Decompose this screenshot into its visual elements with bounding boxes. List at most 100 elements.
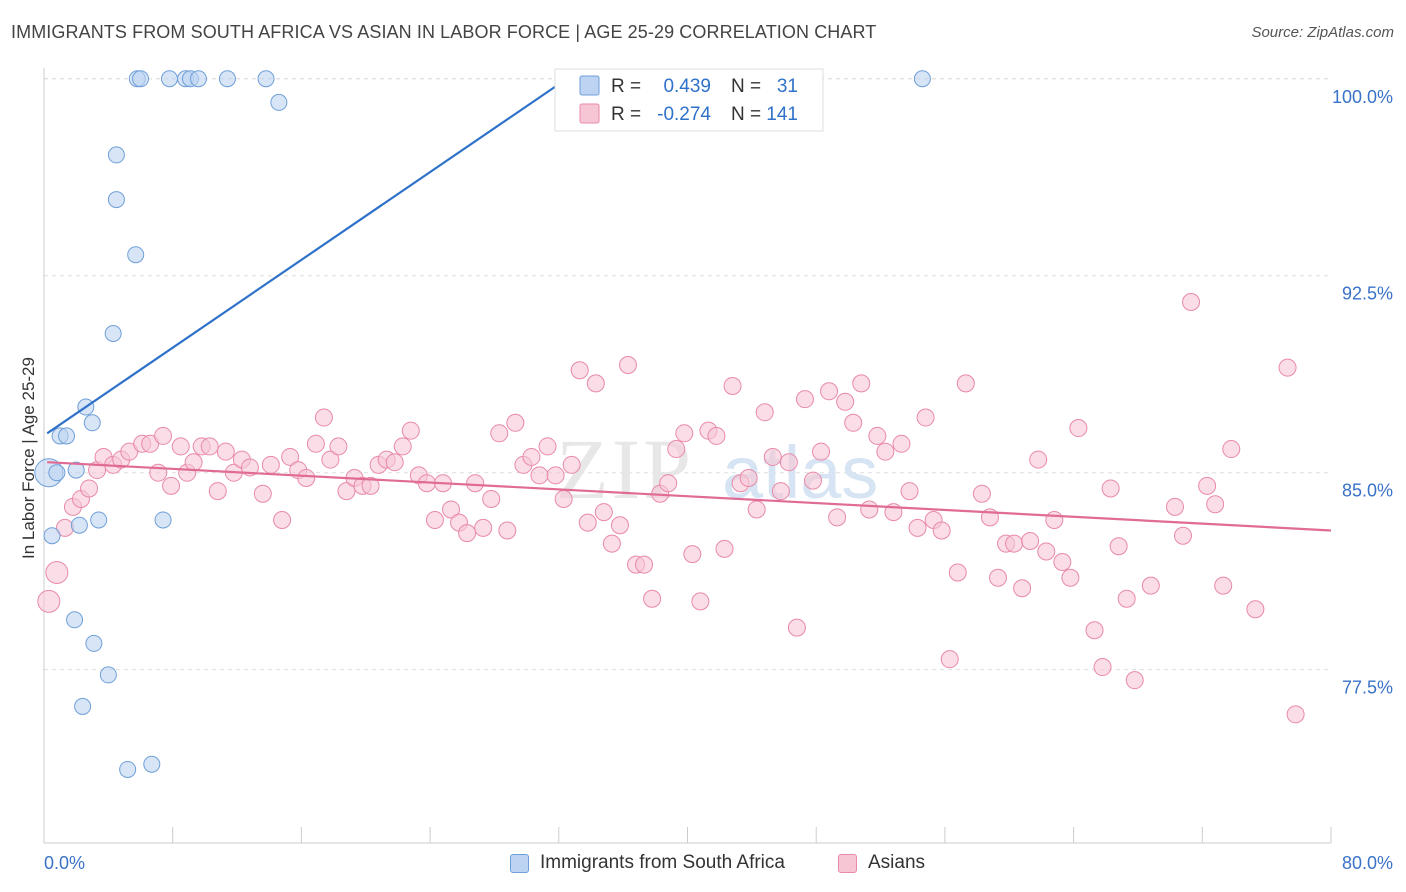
asians-point	[184, 453, 203, 472]
trend-lines	[46, 77, 1332, 532]
asians-point	[1029, 450, 1048, 469]
asians-point	[1286, 705, 1305, 724]
asians-point	[570, 361, 589, 380]
asians-point	[562, 455, 581, 474]
south-africa-point	[189, 70, 207, 88]
asians-point	[314, 408, 333, 427]
asians-point	[635, 555, 654, 574]
asians-point	[281, 447, 300, 466]
asians-point	[707, 426, 726, 445]
south-africa-point	[99, 666, 117, 684]
south-africa-point	[143, 755, 161, 773]
asians-point	[216, 442, 235, 461]
asians-point	[1093, 658, 1112, 677]
legend-label-south-africa: Immigrants from South Africa	[540, 852, 785, 873]
asians-point	[401, 421, 420, 440]
south-africa-point	[218, 70, 236, 88]
asians-point	[337, 482, 356, 501]
asians-point	[200, 437, 219, 456]
asians-point	[747, 500, 766, 519]
source-label: Source: ZipAtlas.com	[1251, 24, 1394, 41]
asians-point	[37, 589, 61, 613]
asians-point	[659, 474, 678, 493]
asians-point	[253, 484, 272, 503]
south-africa-point	[154, 511, 172, 529]
asians-point	[385, 453, 404, 472]
asians-point	[683, 545, 702, 564]
legend-item-asians[interactable]: Asians	[838, 852, 925, 874]
asians-point	[892, 434, 911, 453]
asians-point	[1109, 537, 1128, 556]
asians-point	[900, 482, 919, 501]
asians-point	[530, 466, 549, 485]
asians-point	[141, 434, 160, 453]
south-africa-point	[132, 70, 150, 88]
asians-point	[1125, 671, 1144, 690]
south-africa-point	[83, 414, 101, 432]
asians-point	[538, 437, 557, 456]
asians-point	[779, 453, 798, 472]
asians-point	[691, 592, 710, 611]
asians-point	[868, 426, 887, 445]
legend-r-label-1: R =	[611, 76, 646, 97]
south-africa-point	[58, 427, 76, 445]
asians-point	[586, 374, 605, 393]
asians-point	[763, 447, 782, 466]
asians-point	[1222, 440, 1241, 459]
asians-point	[1005, 534, 1024, 553]
asians-point	[594, 503, 613, 522]
south-africa-points	[34, 70, 931, 778]
asians-point	[578, 513, 597, 532]
asians-point	[546, 466, 565, 485]
asians-point	[120, 442, 139, 461]
asians-point	[1013, 579, 1032, 598]
legend-swatch-pink	[579, 103, 600, 124]
asians-point	[610, 516, 629, 535]
asians-point	[162, 476, 181, 495]
asians-point	[723, 377, 742, 396]
asians-point	[803, 471, 822, 490]
asians-point	[844, 413, 863, 432]
legend-swatch-asians	[838, 853, 857, 873]
asians-point	[916, 408, 935, 427]
asians-point	[1182, 292, 1201, 311]
legend-n-label-2: N =	[731, 104, 766, 125]
south-africa-point	[90, 511, 108, 529]
south-africa-trend-line	[46, 77, 568, 435]
asians-point	[940, 650, 959, 669]
south-africa-point	[104, 325, 122, 343]
legend-n-label-1: N =	[731, 76, 766, 97]
asians-point	[80, 479, 99, 498]
asians-point	[208, 482, 227, 501]
asians-point	[1206, 495, 1225, 514]
asians-point	[876, 442, 895, 461]
asians-point	[1053, 552, 1072, 571]
asians-point	[836, 392, 855, 411]
legend-swatch-blue	[579, 75, 600, 96]
asians-point	[1069, 419, 1088, 438]
asians-point	[171, 437, 190, 456]
asians-trend-line	[47, 461, 1332, 532]
asians-point	[442, 500, 461, 519]
south-africa-point	[119, 760, 137, 778]
south-africa-point	[270, 93, 288, 111]
south-africa-point	[48, 464, 66, 482]
asians-point	[1045, 510, 1064, 529]
asians-point	[948, 563, 967, 582]
x-tick-label-max: 80.0%	[1342, 853, 1393, 873]
asians-point	[273, 510, 292, 529]
south-africa-point	[160, 70, 178, 88]
legend-item-south-africa[interactable]: Immigrants from South Africa	[510, 852, 785, 874]
asians-point	[675, 424, 694, 443]
south-africa-point	[70, 516, 88, 534]
axes	[43, 68, 1332, 844]
asians-point	[828, 508, 847, 527]
south-africa-point	[67, 461, 85, 479]
asians-point	[771, 482, 790, 501]
asians-point	[1085, 621, 1104, 640]
y-tick-label: 100.0%	[1332, 87, 1393, 107]
south-africa-point	[85, 634, 103, 652]
asians-point	[908, 518, 927, 537]
asians-point	[1214, 576, 1233, 595]
asians-point	[1101, 479, 1120, 498]
